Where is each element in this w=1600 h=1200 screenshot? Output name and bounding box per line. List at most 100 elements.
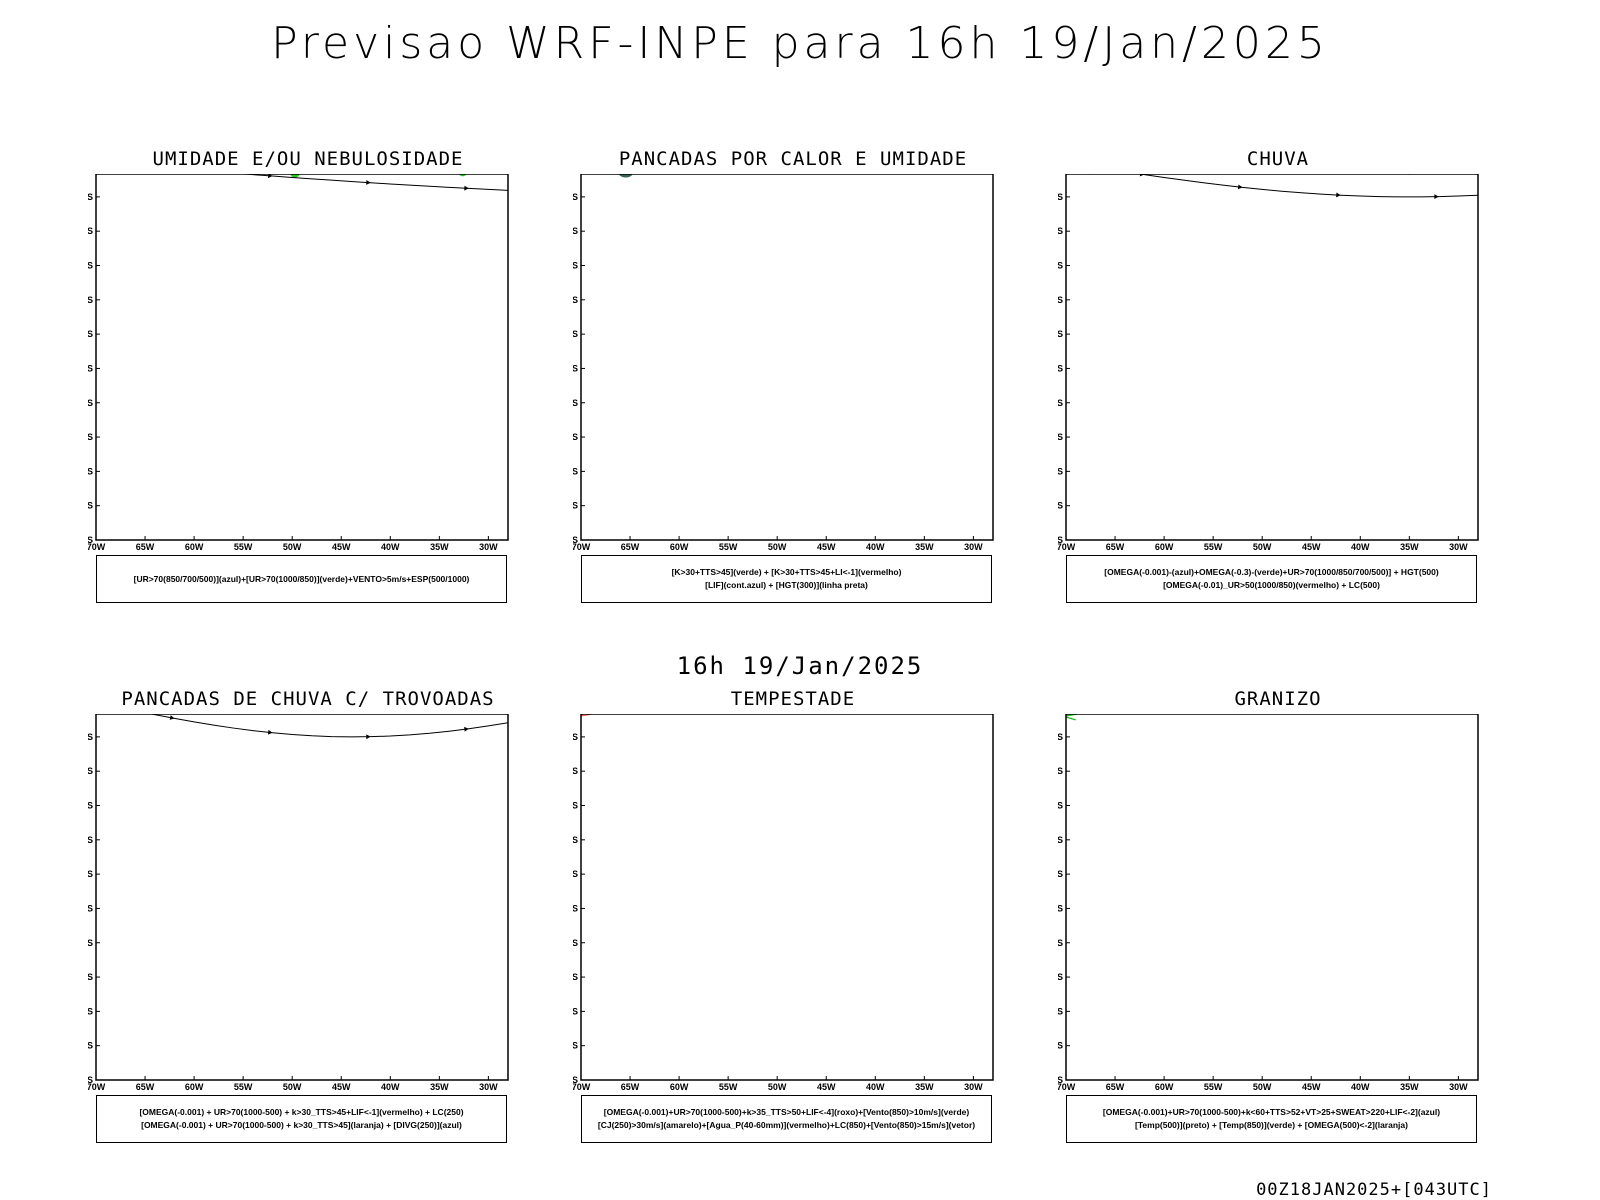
contour-line bbox=[1136, 174, 1478, 198]
lon-label: 40W bbox=[381, 1082, 400, 1092]
lon-label: 55W bbox=[234, 1082, 253, 1092]
stream-arrow bbox=[464, 185, 469, 191]
lat-label: 18S bbox=[573, 801, 578, 811]
lat-label: 39S bbox=[88, 1041, 93, 1051]
map-layers bbox=[581, 714, 680, 717]
lon-label: 65W bbox=[621, 542, 640, 552]
weather-map: 12S 15S 18S 21S 24S 27S 30S 33S 36S 39S 42S70W 65W 6… bbox=[88, 174, 509, 552]
stream-arrow bbox=[268, 174, 273, 179]
field-blob bbox=[290, 174, 300, 178]
map-frame bbox=[1065, 714, 1479, 1081]
lat-label: 15S bbox=[573, 766, 578, 776]
lat-label: 24S bbox=[88, 329, 93, 339]
lat-label: 36S bbox=[88, 466, 93, 476]
panel-pancadas-calor: PANCADAS POR CALOR E UMIDADE 12S 15S 18S 21… bbox=[573, 148, 1013, 638]
lat-label: 39S bbox=[1058, 1041, 1063, 1051]
lon-label: 40W bbox=[866, 542, 885, 552]
legend-line: [OMEGA(-0.001) + UR>70(1000-500) + k>30_… bbox=[141, 1120, 462, 1130]
lon-label: 55W bbox=[1204, 542, 1223, 552]
lat-label: 39S bbox=[1058, 501, 1063, 511]
weather-map: 12S 15S 18S 21S 24S 27S 30S 33S 36S 39S 42S70W 65W 6… bbox=[88, 714, 509, 1092]
lat-label: 42S bbox=[88, 535, 93, 545]
panel-title: TEMPESTADE bbox=[730, 688, 856, 710]
lon-label: 30W bbox=[1449, 542, 1468, 552]
lat-label: 12S bbox=[88, 192, 93, 202]
lon-label: 70W bbox=[88, 542, 106, 552]
lon-label: 35W bbox=[1400, 1082, 1419, 1092]
lat-label: 21S bbox=[573, 835, 578, 845]
lon-label: 40W bbox=[1351, 1082, 1370, 1092]
lon-label: 45W bbox=[817, 542, 836, 552]
lat-label: 36S bbox=[573, 1006, 578, 1016]
lat-label: 30S bbox=[88, 398, 93, 408]
legend-line: [OMEGA(-0.01)_UR>50(1000/850)(vermelho) … bbox=[1163, 580, 1380, 590]
lat-label: 12S bbox=[1058, 192, 1063, 202]
legend-line: [K>30+TTS>45](verde) + [K>30+TTS>45+LI<-… bbox=[671, 567, 902, 577]
lon-label: 30W bbox=[964, 1082, 983, 1092]
stream-arrow bbox=[267, 729, 273, 735]
map-frame bbox=[95, 714, 509, 1081]
legend-box: [OMEGA(-0.001)+UR>70(1000-500)+k>35_TTS>… bbox=[581, 1095, 992, 1143]
lat-label: 24S bbox=[88, 869, 93, 879]
lat-label: 27S bbox=[573, 363, 578, 373]
map-frame bbox=[1065, 174, 1479, 541]
legend-line: [OMEGA(-0.001)-(azul)+OMEGA(-0.3)-(verde… bbox=[1104, 567, 1439, 577]
lon-label: 65W bbox=[1106, 542, 1125, 552]
lon-label: 70W bbox=[573, 542, 591, 552]
map-frame bbox=[580, 714, 994, 1081]
lon-label: 35W bbox=[430, 1082, 449, 1092]
lat-label: 30S bbox=[88, 938, 93, 948]
panel-title: CHUVA bbox=[1246, 148, 1310, 170]
lat-label: 42S bbox=[573, 535, 578, 545]
legend-line: [CJ(250)>30m/s](amarelo)+[Agua_P(40-60mm… bbox=[597, 1120, 976, 1130]
lat-label: 21S bbox=[88, 835, 93, 845]
lon-label: 55W bbox=[719, 1082, 738, 1092]
lat-label: 30S bbox=[1058, 398, 1063, 408]
panel-umidade: UMIDADE E/OU NEBULOSIDADE 12S 15S 18S 21S 24… bbox=[88, 148, 528, 638]
lat-label: 27S bbox=[573, 903, 578, 913]
lon-label: 60W bbox=[185, 542, 204, 552]
lat-label: 39S bbox=[573, 1041, 578, 1051]
lon-label: 60W bbox=[1155, 542, 1174, 552]
lon-label: 55W bbox=[1204, 1082, 1223, 1092]
weather-map: 12S 15S 18S 21S 24S 27S 30S 33S 36S 39S 42S70W 65W 6… bbox=[573, 174, 994, 552]
map-layers bbox=[1086, 174, 1478, 200]
lon-label: 30W bbox=[964, 542, 983, 552]
lat-label: 27S bbox=[88, 363, 93, 373]
lon-label: 45W bbox=[817, 1082, 836, 1092]
legend-box: [K>30+TTS>45](verde) + [K>30+TTS>45+LI<-… bbox=[581, 555, 992, 603]
lon-label: 40W bbox=[381, 542, 400, 552]
panel-tempestade: TEMPESTADE 12S 15S 18S 21S 24S 27S 30S 33S 36S 39… bbox=[573, 688, 1013, 1178]
mid-time-label: 16h 19/Jan/2025 bbox=[676, 652, 924, 680]
lon-label: 50W bbox=[1253, 542, 1272, 552]
map-frame bbox=[580, 174, 994, 541]
lon-label: 40W bbox=[1351, 542, 1370, 552]
contour-line bbox=[1066, 714, 1078, 717]
lon-label: 50W bbox=[1253, 1082, 1272, 1092]
legend-line: [OMEGA(-0.001)+UR>70(1000-500)+k<60+TTS>… bbox=[1102, 1107, 1441, 1117]
stream-arrow bbox=[169, 715, 175, 720]
lat-label: 42S bbox=[88, 1075, 93, 1085]
lat-label: 12S bbox=[573, 192, 578, 202]
stream-arrow bbox=[1434, 194, 1439, 200]
lat-label: 15S bbox=[1058, 766, 1063, 776]
legend-line: [OMEGA(-0.001)+UR>70(1000-500)+k>35_TTS>… bbox=[603, 1107, 970, 1117]
lon-label: 30W bbox=[1449, 1082, 1468, 1092]
stream-arrow bbox=[366, 180, 371, 185]
lat-label: 39S bbox=[573, 501, 578, 511]
lat-label: 30S bbox=[573, 398, 578, 408]
lat-label: 36S bbox=[88, 1006, 93, 1016]
lon-label: 65W bbox=[136, 1082, 155, 1092]
legend-line: [UR>70(850/700/500)](azul)+[UR>70(1000/8… bbox=[133, 573, 470, 584]
map-layers bbox=[1066, 714, 1165, 721]
lat-label: 18S bbox=[88, 261, 93, 271]
lat-label: 27S bbox=[1058, 903, 1063, 913]
panel-title: UMIDADE E/OU NEBULOSIDADE bbox=[152, 148, 464, 170]
contour-line bbox=[149, 714, 508, 738]
lat-label: 33S bbox=[1058, 972, 1063, 982]
lat-label: 36S bbox=[573, 466, 578, 476]
main-title: Previsao WRF-INPE para 16h 19/Jan/2025 bbox=[271, 18, 1329, 69]
lon-label: 60W bbox=[670, 542, 689, 552]
lat-label: 21S bbox=[1058, 295, 1063, 305]
legend-box: [OMEGA(-0.001)-(azul)+OMEGA(-0.3)-(verde… bbox=[1066, 555, 1477, 603]
